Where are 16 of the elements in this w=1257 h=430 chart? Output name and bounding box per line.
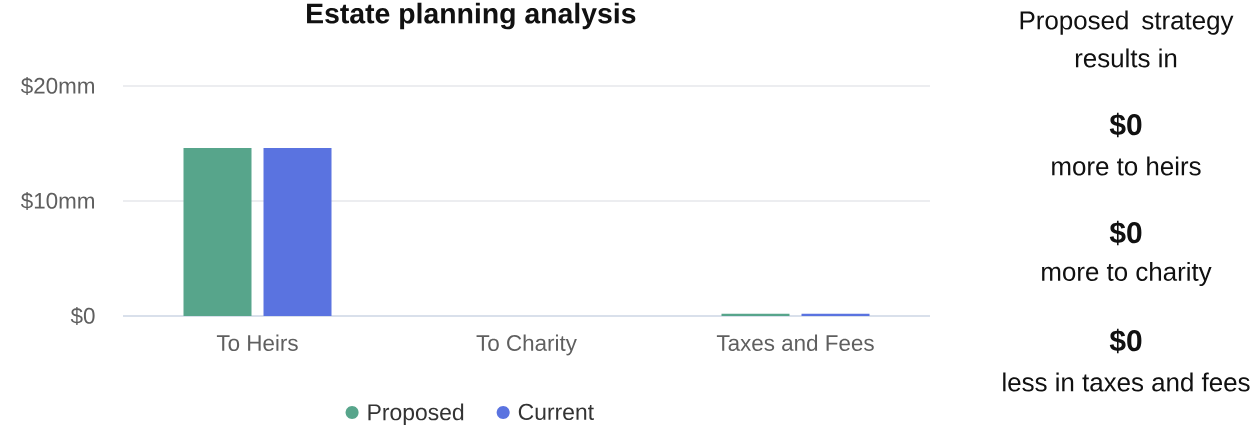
x-tick-label: To Heirs [216,334,298,351]
y-tick-label: $10mm [20,191,94,211]
text: $0 [1109,112,1142,138]
x-tick-label: To Charity [476,334,577,356]
y-tick-label: $20mm [20,76,94,96]
text: $0 [1109,220,1142,246]
text: more to heirs [1052,156,1201,176]
text: less in taxes and fees [1003,372,1250,392]
y-tick-label: $0 [70,306,95,326]
text: Proposed strategy results in [1020,10,1234,68]
x-tick-label: Taxes and Fees [716,334,874,351]
legend-label: Current [518,403,594,421]
text: $0 [1109,328,1142,354]
text: more to charity [1042,261,1212,287]
legend-label: Proposed [368,403,464,425]
chart-title: Estate planning analysis [307,2,636,30]
